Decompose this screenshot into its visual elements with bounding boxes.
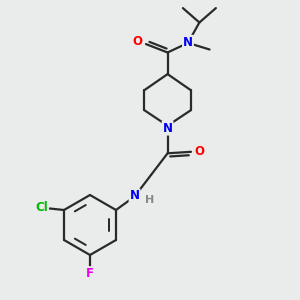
Text: H: H [145,195,154,205]
Text: O: O [133,35,142,48]
Text: N: N [183,36,193,49]
Text: N: N [130,189,140,203]
Text: O: O [194,145,204,158]
Text: F: F [86,267,94,280]
Text: Cl: Cl [35,201,48,214]
Text: N: N [163,122,172,135]
